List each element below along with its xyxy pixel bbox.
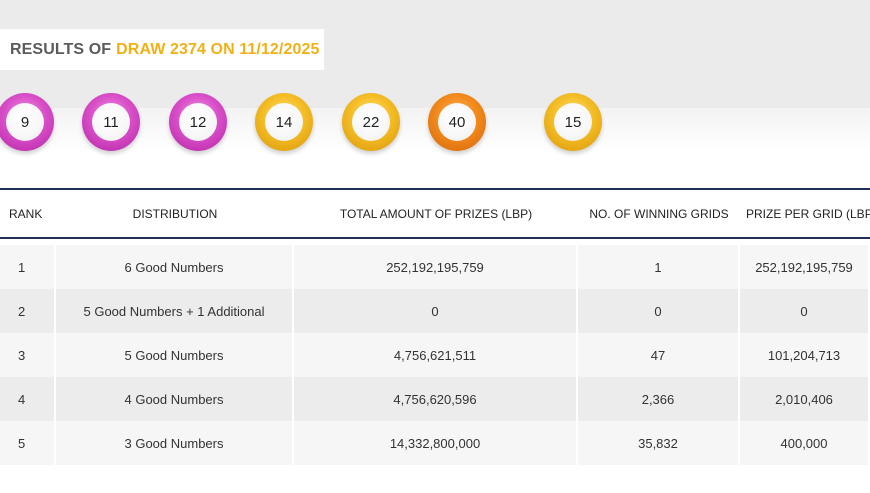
ball-3-number: 12 — [179, 103, 217, 141]
ball-additional-number: 15 — [554, 103, 592, 141]
cell-prize-per-grid: 252,192,195,759 — [740, 245, 870, 289]
ball-5-number: 22 — [352, 103, 390, 141]
cell-winning-grids: 2,366 — [578, 377, 740, 421]
header-prize-per-grid: PRIZE PER GRID (LBP) — [746, 206, 870, 221]
ball-4-number: 14 — [265, 103, 303, 141]
table-row: 2 5 Good Numbers + 1 Additional 0 0 0 — [0, 289, 870, 333]
ball-2-number: 11 — [92, 103, 130, 141]
table-row: 5 3 Good Numbers 14,332,800,000 35,832 4… — [0, 421, 870, 465]
ball-3: 12 — [169, 93, 227, 151]
header-distribution: DISTRIBUTION — [132, 206, 218, 221]
draw-title: RESULTS OF DRAW 2374 ON 11/12/2025 — [0, 29, 324, 70]
cell-total-prizes: 14,332,800,000 — [294, 421, 578, 465]
cell-winning-grids: 35,832 — [578, 421, 740, 465]
cell-prize-per-grid: 400,000 — [740, 421, 870, 465]
cell-total-prizes: 252,192,195,759 — [294, 245, 578, 289]
table-header-row: RANK DISTRIBUTION TOTAL AMOUNT OF PRIZES… — [0, 190, 870, 237]
draw-title-accent: DRAW 2374 ON 11/12/2025 — [116, 40, 320, 58]
header-rank: RANK — [9, 206, 43, 221]
cell-distribution: 6 Good Numbers — [56, 245, 294, 289]
ball-1: 9 — [0, 93, 54, 151]
cell-distribution: 3 Good Numbers — [56, 421, 294, 465]
table-top-divider — [0, 188, 870, 190]
cell-distribution: 5 Good Numbers — [56, 333, 294, 377]
cell-total-prizes: 4,756,621,511 — [294, 333, 578, 377]
cell-prize-per-grid: 0 — [740, 289, 870, 333]
cell-total-prizes: 0 — [294, 289, 578, 333]
header-total-prizes: TOTAL AMOUNT OF PRIZES (LBP) — [339, 206, 533, 221]
ball-5: 22 — [342, 93, 400, 151]
draw-title-prefix: RESULTS OF — [10, 40, 112, 58]
cell-distribution: 5 Good Numbers + 1 Additional — [56, 289, 294, 333]
cell-rank: 1 — [0, 245, 56, 289]
cell-winning-grids: 1 — [578, 245, 740, 289]
header-winning-grids: NO. OF WINNING GRIDS — [589, 206, 729, 221]
ball-4: 14 — [255, 93, 313, 151]
ball-additional: 15 — [544, 93, 602, 151]
cell-prize-per-grid: 101,204,713 — [740, 333, 870, 377]
cell-distribution: 4 Good Numbers — [56, 377, 294, 421]
table-header-divider — [0, 237, 870, 239]
ball-6-number: 40 — [438, 103, 476, 141]
ball-2: 11 — [82, 93, 140, 151]
cell-winning-grids: 47 — [578, 333, 740, 377]
cell-rank: 2 — [0, 289, 56, 333]
cell-rank: 3 — [0, 333, 56, 377]
cell-rank: 5 — [0, 421, 56, 465]
ball-1-number: 9 — [6, 103, 44, 141]
table-row: 4 4 Good Numbers 4,756,620,596 2,366 2,0… — [0, 377, 870, 421]
cell-winning-grids: 0 — [578, 289, 740, 333]
ball-6: 40 — [428, 93, 486, 151]
cell-rank: 4 — [0, 377, 56, 421]
table-row: 1 6 Good Numbers 252,192,195,759 1 252,1… — [0, 245, 870, 289]
table-row: 3 5 Good Numbers 4,756,621,511 47 101,20… — [0, 333, 870, 377]
cell-total-prizes: 4,756,620,596 — [294, 377, 578, 421]
cell-prize-per-grid: 2,010,406 — [740, 377, 870, 421]
